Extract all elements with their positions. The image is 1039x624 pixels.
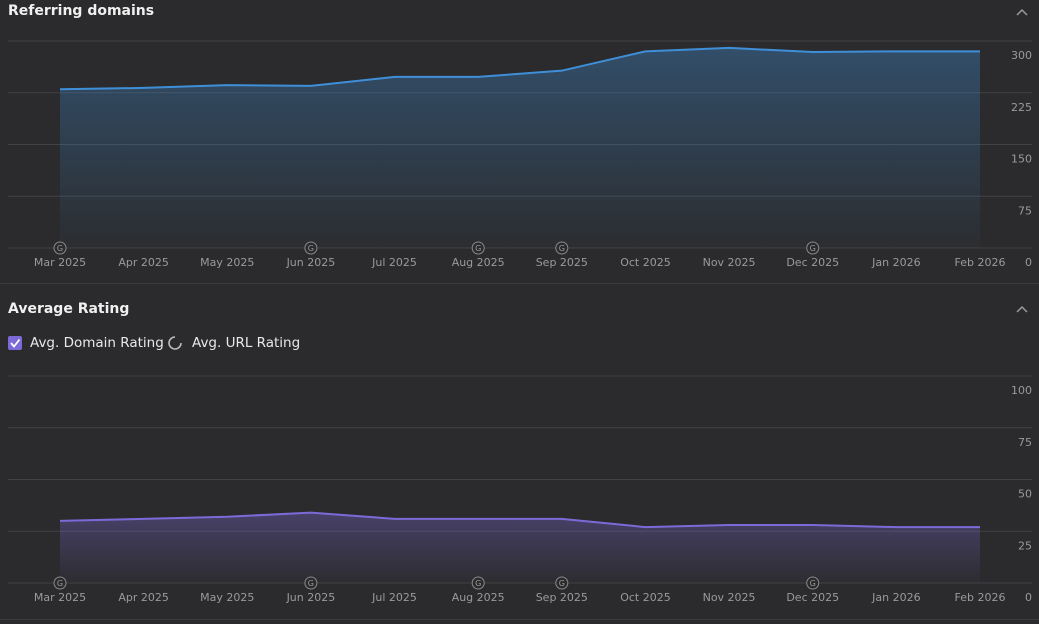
collapse-button[interactable] xyxy=(1016,305,1028,313)
x-tick-label: Jan 2026 xyxy=(871,256,920,269)
legend-label[interactable]: Avg. Domain Rating xyxy=(30,335,164,351)
y-tick-label: 0 xyxy=(1025,591,1032,604)
update-marker-label: G xyxy=(475,244,481,253)
x-tick-label: Mar 2025 xyxy=(34,591,86,604)
update-marker[interactable] xyxy=(806,241,820,255)
update-marker[interactable] xyxy=(555,576,569,590)
x-tick-label: May 2025 xyxy=(200,591,254,604)
x-tick-label: Jun 2025 xyxy=(286,591,336,604)
update-marker[interactable] xyxy=(304,241,318,255)
legend-label[interactable]: Avg. URL Rating xyxy=(192,335,300,351)
x-tick-label: Aug 2025 xyxy=(452,591,505,604)
update-marker-label: G xyxy=(810,244,816,253)
area xyxy=(60,47,980,249)
update-marker-label: G xyxy=(559,579,565,588)
area xyxy=(60,512,980,583)
y-tick-label: 25 xyxy=(1018,539,1032,552)
update-marker[interactable] xyxy=(806,576,820,590)
x-tick-label: Jul 2025 xyxy=(371,591,417,604)
y-tick-label: 75 xyxy=(1018,204,1032,217)
x-tick-label: Apr 2025 xyxy=(118,256,169,269)
update-marker-label: G xyxy=(308,579,314,588)
update-marker-label: G xyxy=(57,244,63,253)
x-tick-label: May 2025 xyxy=(200,256,254,269)
line xyxy=(59,46,980,91)
y-tick-label: 225 xyxy=(1011,101,1032,114)
x-tick-label: Oct 2025 xyxy=(620,591,671,604)
update-marker[interactable] xyxy=(471,576,485,590)
x-tick-label: Dec 2025 xyxy=(786,591,839,604)
x-tick-label: Sep 2025 xyxy=(536,591,588,604)
y-tick-label: 300 xyxy=(1011,49,1032,62)
checkmark xyxy=(10,338,21,348)
update-marker-label: G xyxy=(308,244,314,253)
spinner[interactable] xyxy=(168,336,182,350)
update-marker[interactable] xyxy=(53,576,67,590)
line xyxy=(59,511,980,529)
chart-title: Referring domains xyxy=(8,3,154,19)
update-marker-label: G xyxy=(475,579,481,588)
x-tick-label: Sep 2025 xyxy=(536,256,588,269)
y-tick-label: 100 xyxy=(1011,384,1032,397)
x-tick-label: Dec 2025 xyxy=(786,256,839,269)
update-marker[interactable] xyxy=(471,241,485,255)
y-tick-label: 150 xyxy=(1011,153,1032,166)
update-marker-label: G xyxy=(810,579,816,588)
x-tick-label: Feb 2026 xyxy=(955,256,1006,269)
y-tick-label: 75 xyxy=(1018,436,1032,449)
collapse-button[interactable] xyxy=(1016,8,1028,16)
y-tick-label: 50 xyxy=(1018,488,1032,501)
update-marker[interactable] xyxy=(53,241,67,255)
y-tick-label: 0 xyxy=(1025,256,1032,269)
update-marker[interactable] xyxy=(555,241,569,255)
x-tick-label: Nov 2025 xyxy=(703,591,756,604)
x-tick-label: Nov 2025 xyxy=(703,256,756,269)
x-tick-label: Apr 2025 xyxy=(118,591,169,604)
x-tick-label: Aug 2025 xyxy=(452,256,505,269)
update-marker-label: G xyxy=(559,244,565,253)
x-tick-label: Jan 2026 xyxy=(871,591,920,604)
x-tick-label: Jun 2025 xyxy=(286,256,336,269)
checkbox[interactable] xyxy=(8,336,22,350)
update-marker-label: G xyxy=(57,579,63,588)
x-tick-label: Jul 2025 xyxy=(371,256,417,269)
x-tick-label: Feb 2026 xyxy=(955,591,1006,604)
x-tick-label: Oct 2025 xyxy=(620,256,671,269)
update-marker[interactable] xyxy=(304,576,318,590)
chart-title: Average Rating xyxy=(8,301,129,317)
x-tick-label: Mar 2025 xyxy=(34,256,86,269)
